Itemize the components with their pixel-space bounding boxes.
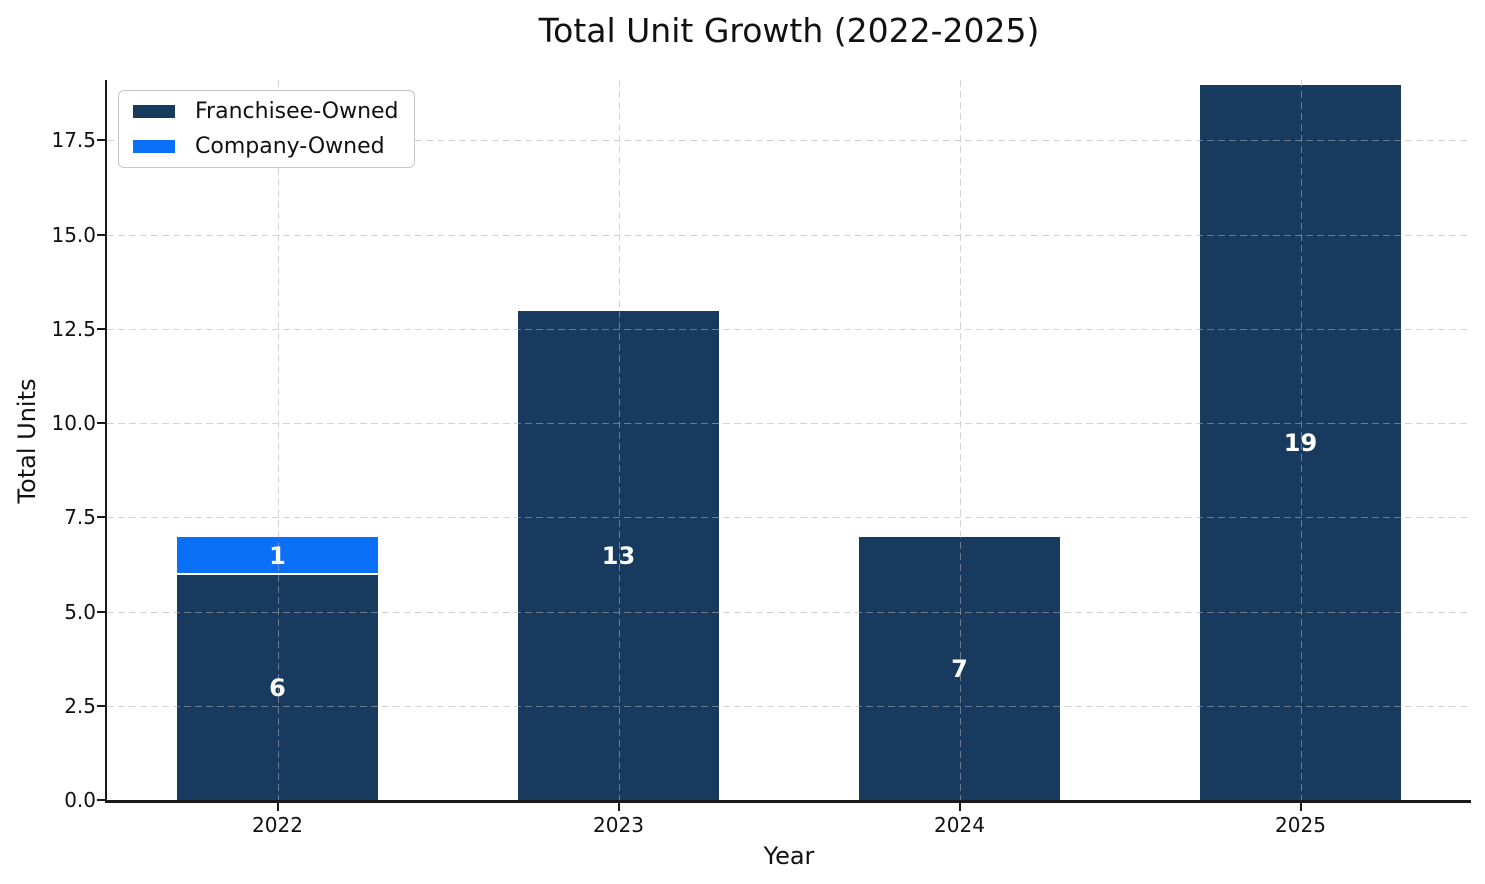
gridline-horizontal bbox=[107, 423, 1471, 425]
gridline-vertical bbox=[277, 80, 279, 800]
x-tick-label: 2025 bbox=[1275, 813, 1326, 837]
bar-value-label: 7 bbox=[951, 655, 968, 684]
gridline-vertical bbox=[1300, 80, 1302, 800]
x-tick-mark bbox=[617, 803, 620, 811]
y-tick-label: 10.0 bbox=[51, 411, 96, 436]
y-tick-label: 0.0 bbox=[64, 788, 96, 812]
y-tick-mark bbox=[97, 516, 105, 519]
y-tick-label: 17.5 bbox=[51, 128, 96, 153]
y-tick-label: 7.5 bbox=[64, 505, 96, 530]
chart-title: Total Unit Growth (2022-2025) bbox=[538, 11, 1040, 50]
y-tick-mark bbox=[97, 139, 105, 142]
x-tick-label: 2024 bbox=[934, 813, 985, 837]
y-tick-mark bbox=[97, 327, 105, 330]
x-axis-spine bbox=[105, 800, 1471, 803]
x-tick-mark bbox=[276, 803, 279, 811]
y-tick-label: 15.0 bbox=[51, 222, 96, 247]
gridline-horizontal bbox=[107, 517, 1471, 519]
x-axis-label: Year bbox=[763, 842, 815, 870]
legend: Franchisee-Owned Company-Owned bbox=[118, 90, 415, 168]
legend-swatch-company-owned bbox=[133, 139, 175, 153]
legend-swatch-franchisee-owned bbox=[133, 105, 175, 119]
y-tick-label: 2.5 bbox=[64, 693, 96, 718]
bar-value-label: 1 bbox=[269, 541, 286, 570]
x-tick-label: 2022 bbox=[252, 813, 303, 837]
legend-label: Company-Owned bbox=[195, 133, 385, 159]
legend-label: Franchisee-Owned bbox=[195, 99, 399, 125]
y-tick-label: 12.5 bbox=[51, 316, 96, 341]
bar-value-label: 6 bbox=[269, 673, 286, 702]
legend-item-franchisee-owned: Franchisee-Owned bbox=[133, 99, 399, 125]
y-tick-mark bbox=[97, 704, 105, 707]
bar-value-label: 19 bbox=[1283, 428, 1318, 457]
y-tick-mark bbox=[97, 799, 105, 801]
gridline-horizontal bbox=[107, 611, 1471, 613]
legend-item-company-owned: Company-Owned bbox=[133, 134, 398, 159]
gridline-horizontal bbox=[107, 328, 1471, 330]
y-tick-mark bbox=[97, 422, 105, 425]
x-tick-mark bbox=[958, 803, 961, 811]
x-tick-mark bbox=[1299, 803, 1302, 811]
gridline-vertical bbox=[618, 80, 620, 800]
x-tick-label: 2023 bbox=[593, 813, 644, 837]
gridline-horizontal bbox=[107, 234, 1471, 236]
y-tick-label: 5.0 bbox=[64, 599, 96, 624]
y-axis-spine bbox=[105, 80, 107, 803]
gridline-vertical bbox=[959, 80, 961, 800]
gridline-horizontal bbox=[107, 705, 1471, 707]
y-tick-mark bbox=[97, 233, 105, 236]
gridline-horizontal bbox=[107, 140, 1471, 142]
bar-value-label: 13 bbox=[601, 541, 636, 570]
y-tick-mark bbox=[97, 610, 105, 613]
